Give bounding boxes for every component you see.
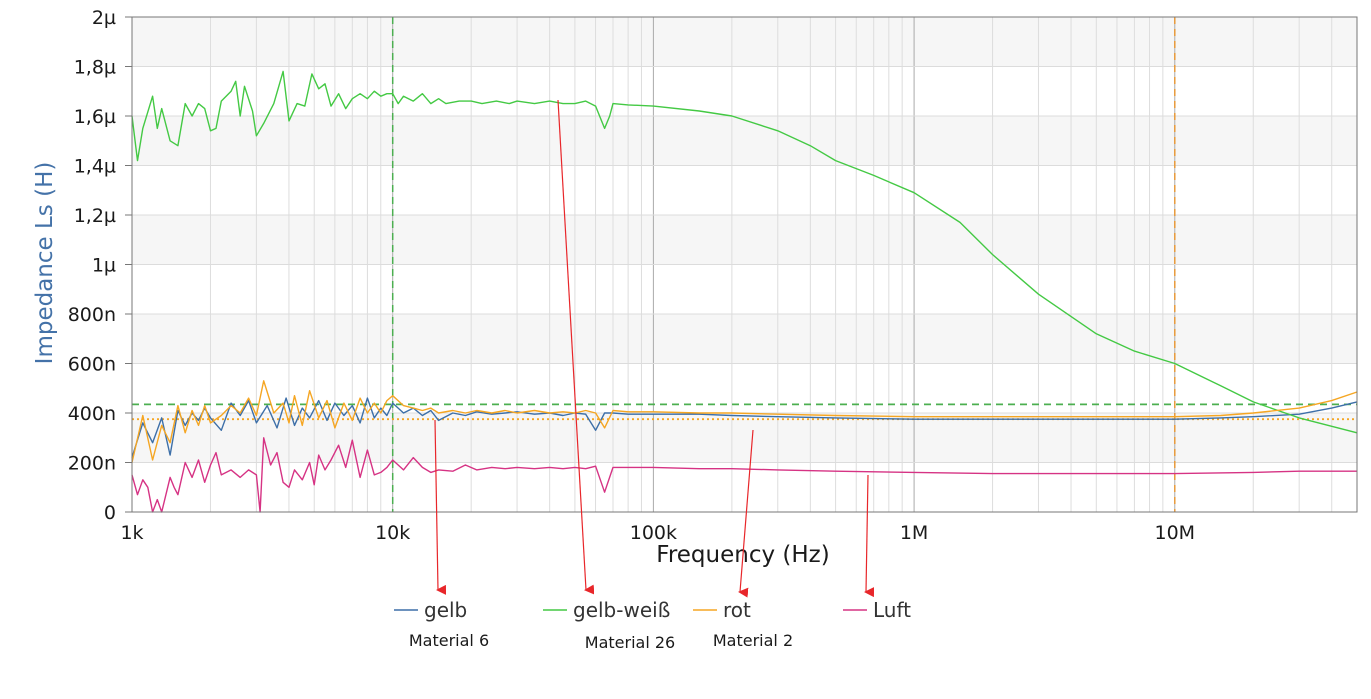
annotation-arrow bbox=[557, 99, 595, 595]
y-tick-label: 400n bbox=[68, 403, 116, 425]
legend: gelb gelb-weiß rot Luft bbox=[394, 598, 911, 622]
y-tick-label: 200n bbox=[68, 453, 116, 475]
plot-band bbox=[132, 116, 1357, 166]
series-line-gelb bbox=[131, 397, 1358, 458]
annotation-label: Material 6 bbox=[409, 631, 489, 650]
plot-band bbox=[132, 314, 1357, 364]
annotation-arrow bbox=[864, 474, 875, 598]
y-tick-label: 600n bbox=[68, 354, 116, 376]
annotation-arrow bbox=[738, 429, 754, 598]
y-axis-title: Impedance Ls (H) bbox=[32, 162, 58, 365]
x-tick-label: 100k bbox=[630, 522, 677, 544]
plot-band bbox=[132, 66, 1357, 116]
series-line-luft bbox=[131, 437, 1357, 513]
plot-band bbox=[132, 17, 1357, 67]
legend-label: gelb bbox=[424, 598, 467, 622]
series-lines bbox=[131, 70, 1358, 513]
x-axis-tick-labels: 1k 10k 100k 1M 10M bbox=[120, 522, 1195, 544]
legend-label: rot bbox=[723, 598, 751, 622]
plot-background-bands bbox=[132, 17, 1357, 512]
y-tick-label: 800n bbox=[68, 304, 116, 326]
plot-band bbox=[132, 215, 1357, 265]
y-tick-label: 1,6µ bbox=[74, 106, 116, 128]
y-tick-label: 1,2µ bbox=[74, 205, 116, 227]
series-line-rot bbox=[131, 380, 1358, 463]
x-tick-label: 1M bbox=[900, 522, 928, 544]
x-tick-label: 10M bbox=[1154, 522, 1195, 544]
y-tick-label: 1,4µ bbox=[74, 156, 116, 178]
annotations: Material 6 Material 26 Material 2 bbox=[409, 99, 875, 652]
legend-label: Luft bbox=[873, 598, 911, 622]
plot-band bbox=[132, 165, 1357, 215]
y-tick-label: 2µ bbox=[92, 7, 116, 29]
x-tick-label: 10k bbox=[375, 522, 410, 544]
y-axis-tick-labels: 0 200n 400n 600n 800n 1µ 1,2µ 1,4µ 1,6µ 1,8µ 2µ bbox=[68, 7, 132, 524]
annotation-label: Material 26 bbox=[585, 633, 675, 652]
plot-band bbox=[132, 413, 1357, 463]
plot-band bbox=[132, 264, 1357, 314]
x-tick-label: 1k bbox=[120, 522, 143, 544]
plot-band bbox=[132, 462, 1357, 512]
y-tick-label: 1,8µ bbox=[74, 57, 116, 79]
series-line-gelb-wei- bbox=[131, 70, 1358, 434]
y-tick-label: 1µ bbox=[92, 255, 116, 277]
annotation-label: Material 2 bbox=[713, 631, 793, 650]
y-tick-label: 0 bbox=[104, 502, 116, 524]
legend-label: gelb-weiß bbox=[573, 598, 670, 622]
annotation-arrow bbox=[434, 419, 447, 595]
